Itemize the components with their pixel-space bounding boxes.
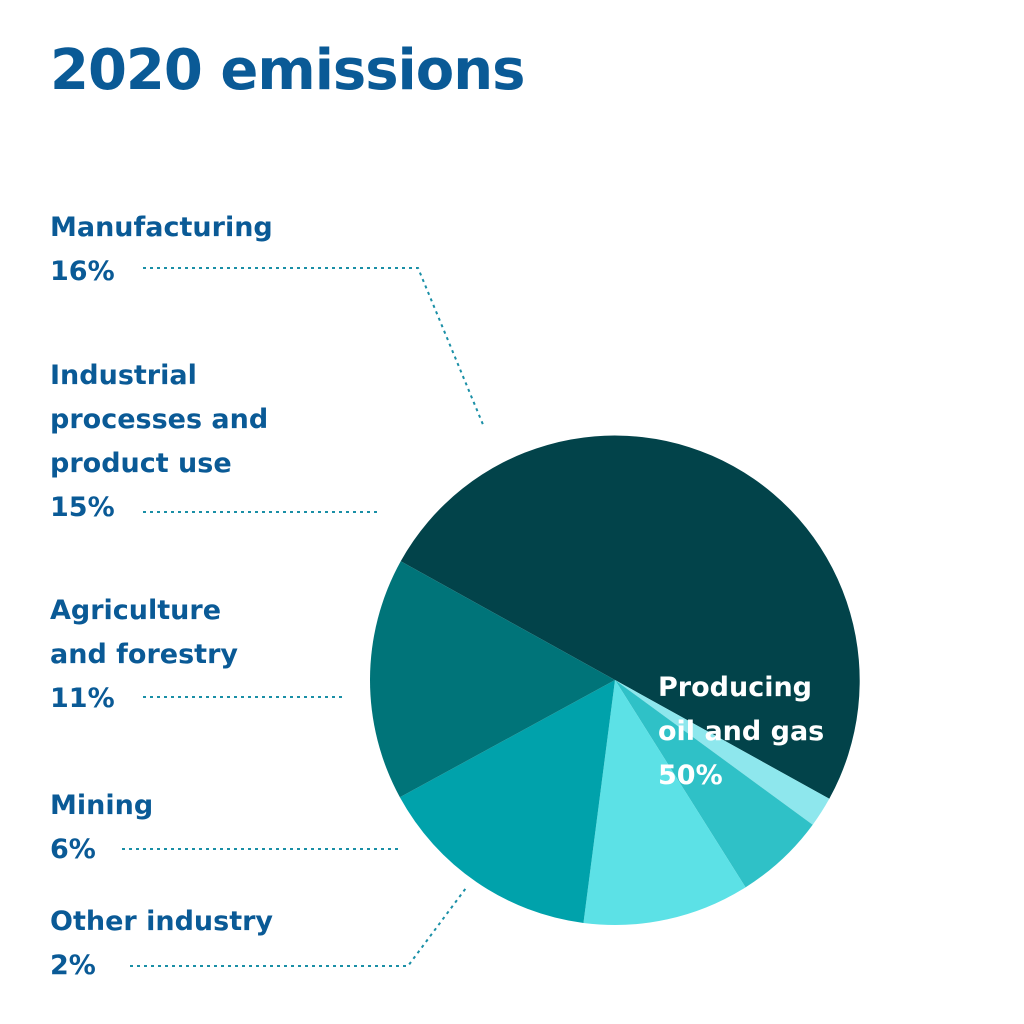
leader-line-4 xyxy=(130,887,467,967)
label-other-industry: Other industry 2% xyxy=(50,900,350,988)
slice-value: 2% xyxy=(50,950,96,981)
pie-slices xyxy=(369,435,860,925)
slice-value: 6% xyxy=(50,834,96,865)
slice-name: Manufacturing xyxy=(50,212,273,243)
pie-slice-3 xyxy=(583,680,746,925)
leader-lines xyxy=(122,267,485,967)
slice-name: Mining xyxy=(50,790,154,821)
label-industrial-processes: Industrial processes and product use 15% xyxy=(50,354,350,530)
slice-name: Other industry xyxy=(50,906,274,937)
pie-slice-1 xyxy=(615,680,830,825)
slice-value: 11% xyxy=(50,683,115,714)
pie-slice-5 xyxy=(369,561,615,798)
leader-line-0 xyxy=(143,267,485,428)
chart-title: 2020 emissions xyxy=(50,38,525,103)
pie-slice-4 xyxy=(399,680,615,923)
label-manufacturing: Manufacturing 16% xyxy=(50,206,350,294)
slice-name: Producing oil and gas xyxy=(658,672,825,747)
slice-value: 50% xyxy=(658,760,723,791)
label-mining: Mining 6% xyxy=(50,784,350,872)
label-producing-oil-gas: Producing oil and gas 50% xyxy=(658,666,858,798)
slice-value: 15% xyxy=(50,492,115,523)
slice-value: 16% xyxy=(50,256,115,287)
slice-name: Industrial processes and product use xyxy=(50,360,269,479)
pie-slice-2 xyxy=(615,680,813,888)
slice-name: Agriculture and forestry xyxy=(50,595,238,670)
label-agriculture-forestry: Agriculture and forestry 11% xyxy=(50,589,350,721)
pie-slice-0 xyxy=(400,435,860,799)
